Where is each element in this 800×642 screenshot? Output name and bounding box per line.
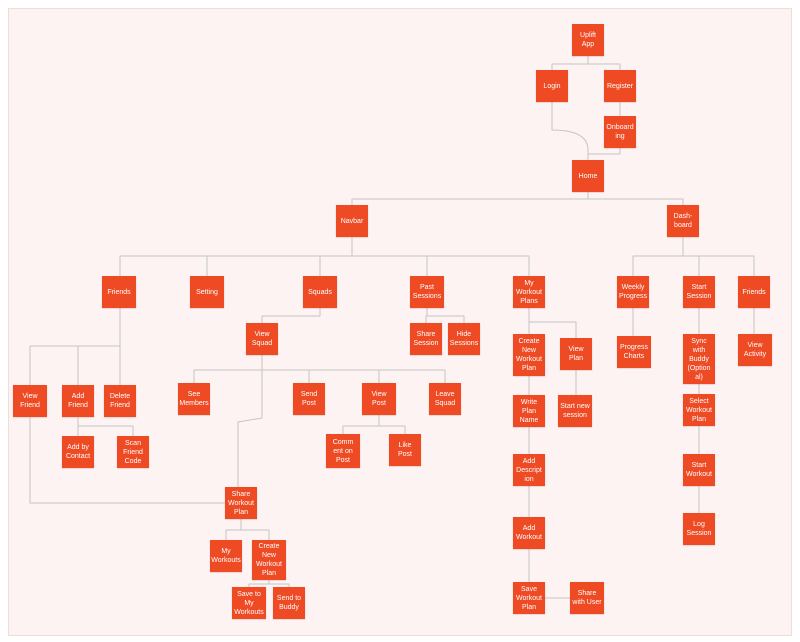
node-add-description[interactable]: Add Descript ion bbox=[513, 454, 545, 486]
node-write-plan-name[interactable]: Write Plan Name bbox=[513, 395, 545, 427]
node-add-by-contact[interactable]: Add by Contact bbox=[62, 436, 94, 468]
node-comment-on-post[interactable]: Comm ent on Post bbox=[326, 434, 360, 468]
node-setting[interactable]: Setting bbox=[190, 276, 224, 308]
node-delete-friend[interactable]: Delete Friend bbox=[104, 385, 136, 417]
edge-home-navbar-dashboard bbox=[351, 192, 684, 205]
node-dashboard[interactable]: Dash- board bbox=[667, 205, 699, 237]
edge-viewsquad-children bbox=[193, 355, 446, 383]
edge-share-children bbox=[225, 519, 270, 540]
edge-viewfriend-share bbox=[29, 417, 225, 504]
node-dashboard-friends[interactable]: Friends bbox=[738, 276, 770, 308]
edge-navbar-children bbox=[119, 237, 530, 276]
node-view-plan[interactable]: View Plan bbox=[560, 338, 592, 370]
node-my-workout-plans[interactable]: My Workout Plans bbox=[513, 276, 545, 308]
edge-viewsquad-share bbox=[237, 355, 263, 487]
node-send-post[interactable]: Send Post bbox=[293, 383, 325, 415]
node-view-activity[interactable]: View Activity bbox=[738, 334, 772, 366]
edge-uplift-login-register bbox=[551, 56, 621, 70]
node-hide-sessions[interactable]: Hide Sessions bbox=[448, 323, 480, 355]
node-create-new-workout-plan-squad[interactable]: Create New Workout Plan bbox=[252, 540, 286, 580]
node-select-workout-plan[interactable]: Select Workout Plan bbox=[683, 394, 715, 426]
node-save-workout-plan[interactable]: Save Workout Plan bbox=[513, 582, 545, 614]
edge-friends-children bbox=[29, 308, 121, 385]
edge-dashboard-children bbox=[632, 237, 755, 276]
node-squads[interactable]: Squads bbox=[303, 276, 337, 308]
edge-onboarding-home bbox=[588, 148, 621, 155]
node-create-new-workout-plan[interactable]: Create New Workout Plan bbox=[513, 334, 545, 376]
node-past-sessions[interactable]: Past Sessions bbox=[410, 276, 444, 308]
node-view-post[interactable]: View Post bbox=[362, 383, 396, 415]
node-save-to-my-workouts[interactable]: Save to My Workouts bbox=[232, 587, 266, 619]
node-send-to-buddy[interactable]: Send to Buddy bbox=[273, 587, 305, 619]
node-start-session[interactable]: Start Session bbox=[683, 276, 715, 308]
node-share-session[interactable]: Share Session bbox=[410, 323, 442, 355]
node-scan-friend-code[interactable]: Scan Friend Code bbox=[117, 436, 149, 468]
node-add-friend[interactable]: Add Friend bbox=[62, 385, 94, 417]
edge-plans-children bbox=[528, 308, 577, 338]
edge-squads-viewsquad bbox=[261, 308, 321, 323]
edge-create-children bbox=[248, 580, 290, 587]
edge-viewpost-children bbox=[342, 415, 406, 434]
node-share-workout-plan[interactable]: Share Workout Plan bbox=[225, 487, 257, 519]
node-navbar[interactable]: Navbar bbox=[336, 205, 368, 237]
node-uplift-app[interactable]: Uplift App bbox=[572, 24, 604, 56]
node-weekly-progress[interactable]: Weekly Progress bbox=[617, 276, 649, 308]
node-my-workouts[interactable]: My Workouts bbox=[210, 540, 242, 572]
node-register[interactable]: Register bbox=[604, 70, 636, 102]
node-view-squad[interactable]: View Squad bbox=[246, 323, 278, 355]
node-start-workout[interactable]: Start Workout bbox=[683, 454, 715, 486]
node-onboarding[interactable]: Onboard ing bbox=[604, 116, 636, 148]
node-progress-charts[interactable]: Progress Charts bbox=[617, 336, 651, 368]
node-login[interactable]: Login bbox=[536, 70, 568, 102]
node-share-with-user[interactable]: Share with User bbox=[570, 582, 604, 614]
node-add-workout[interactable]: Add Workout bbox=[513, 517, 545, 549]
node-see-members[interactable]: See Members bbox=[178, 383, 210, 415]
node-leave-squad[interactable]: Leave Squad bbox=[429, 383, 461, 415]
edge-pastsessions-children bbox=[425, 308, 465, 323]
node-view-friend[interactable]: View Friend bbox=[13, 385, 47, 417]
edge-login-home bbox=[551, 102, 589, 160]
node-home[interactable]: Home bbox=[572, 160, 604, 192]
node-log-session[interactable]: Log Session bbox=[683, 513, 715, 545]
node-friends[interactable]: Friends bbox=[102, 276, 136, 308]
node-like-post[interactable]: Like Post bbox=[389, 434, 421, 466]
node-sync-with-buddy[interactable]: Sync with Buddy (Option al) bbox=[683, 334, 715, 384]
diagram-canvas bbox=[8, 8, 792, 636]
edge-addfriend-children bbox=[77, 417, 134, 436]
node-start-new-session[interactable]: Start new session bbox=[558, 395, 592, 427]
